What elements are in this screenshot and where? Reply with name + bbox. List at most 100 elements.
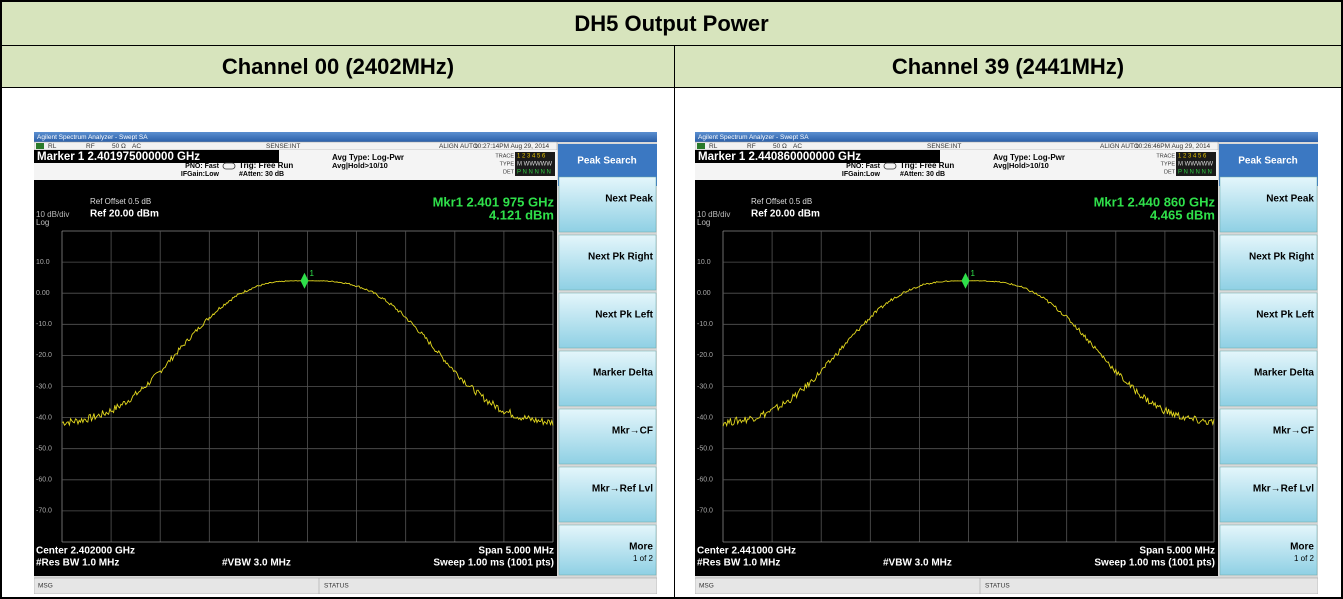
marker-level: 4.465 dBm [1150, 207, 1215, 222]
analyzer-screen: Agilent Spectrum Analyzer - Swept SA RL RF… [695, 132, 1318, 594]
center: Center 2.441000 GHz [697, 546, 796, 557]
y-label: 10.0 [36, 259, 50, 266]
y-label: -70.0 [697, 508, 713, 515]
softkey-label: Mkr→CF [1273, 426, 1314, 437]
ifgain: IFGain:Low [842, 171, 881, 178]
y-label: -30.0 [36, 383, 52, 390]
column-header: Channel 39 (2441MHz) [675, 46, 1341, 87]
status-text: 10:26:46PM Aug 29, 2014 [1135, 143, 1211, 150]
trig: Trig: Free Run [239, 161, 293, 170]
softkey-label: Next Pk Left [1256, 310, 1314, 321]
ref-offset: Ref Offset 0.5 dB [90, 197, 151, 206]
trace-values: P N N N N N [517, 170, 551, 176]
y-label: -50.0 [36, 446, 52, 453]
atten: #Atten: 30 dB [239, 171, 284, 178]
status-text: ALIGN AUTO [1100, 143, 1139, 150]
table-title: DH5 Output Power [2, 2, 1341, 46]
marker-number: 1 [971, 269, 976, 278]
rl-icon [697, 143, 705, 149]
y-label: -20.0 [36, 352, 52, 359]
status-text: SENSE:INT [266, 143, 300, 150]
trace-label: TRACE [495, 153, 514, 159]
column-header: Channel 00 (2402MHz) [2, 46, 674, 87]
status-text: RF [747, 143, 756, 150]
y-label: -20.0 [697, 352, 713, 359]
status: STATUS [324, 583, 349, 590]
log: Log [697, 218, 710, 227]
app-title: Agilent Spectrum Analyzer - Swept SA [37, 134, 148, 141]
y-label: -60.0 [36, 477, 52, 484]
msg: MSG [699, 583, 714, 590]
softkey-label: Next Pk Right [588, 252, 654, 263]
page: DH5 Output Power Channel 00 (2402MHz) Ch… [0, 0, 1343, 599]
plot-bg [34, 180, 557, 576]
marker-level: 4.121 dBm [489, 207, 554, 222]
y-label: -10.0 [36, 321, 52, 328]
y-label: -40.0 [36, 414, 52, 421]
sweep: Sweep 1.00 ms (1001 pts) [433, 558, 554, 569]
trig: Trig: Free Run [900, 161, 954, 170]
ref-level: Ref 20.00 dBm [90, 209, 159, 220]
status-text: RL [709, 143, 718, 150]
softkey-label: Next Peak [605, 194, 653, 205]
softkey-title: Peak Search [577, 156, 637, 167]
res-bw: #Res BW 1.0 MHz [36, 558, 119, 569]
softkey-label: More [1290, 542, 1314, 553]
softkey-label: Next Pk Right [1249, 252, 1315, 263]
softkey-label: Next Pk Left [595, 310, 653, 321]
y-label: 0.00 [697, 290, 711, 297]
y-label: 10.0 [697, 259, 711, 266]
status: STATUS [985, 583, 1010, 590]
avg-hold: Avg|Hold>10/10 [993, 161, 1049, 170]
vbw: #VBW 3.0 MHz [883, 558, 952, 569]
msg: MSG [38, 583, 53, 590]
trace-label: TYPE [500, 161, 515, 167]
center: Center 2.402000 GHz [36, 546, 135, 557]
vbw: #VBW 3.0 MHz [222, 558, 291, 569]
log: Log [36, 218, 49, 227]
y-label: -40.0 [697, 414, 713, 421]
softkey-page: 1 of 2 [1294, 554, 1315, 563]
trace-label: DET [1164, 169, 1176, 175]
status-text: 50 Ω [773, 143, 787, 150]
status-text: 10:27:14PM Aug 29, 2014 [474, 143, 550, 150]
softkey-page: 1 of 2 [633, 554, 654, 563]
y-label: -60.0 [697, 477, 713, 484]
span: Span 5.000 MHz [478, 546, 554, 557]
softkey-label: Mkr→Ref Lvl [1253, 484, 1314, 495]
y-label: -30.0 [697, 383, 713, 390]
status-text: AC [132, 143, 141, 150]
marker-readout: Marker 1 2.440860000000 GHz [698, 151, 861, 163]
trace-values: P N N N N N [1178, 170, 1212, 176]
softkey-label: Mkr→Ref Lvl [592, 484, 653, 495]
y-label: -70.0 [36, 508, 52, 515]
span: Span 5.000 MHz [1139, 546, 1215, 557]
atten: #Atten: 30 dB [900, 171, 945, 178]
app-title: Agilent Spectrum Analyzer - Swept SA [698, 134, 809, 141]
y-label: -10.0 [697, 321, 713, 328]
pno: PNO: Fast [185, 163, 220, 170]
trace-label: TRACE [1156, 153, 1175, 159]
trace-values: M WWWWW [517, 162, 552, 168]
marker-readout: Marker 1 2.401975000000 GHz [37, 151, 200, 163]
status-text: SENSE:INT [927, 143, 961, 150]
trace-label: TYPE [1161, 161, 1176, 167]
y-label: -50.0 [697, 446, 713, 453]
y-label: 0.00 [36, 290, 50, 297]
softkey-label: Next Peak [1266, 194, 1314, 205]
rl-icon [36, 143, 44, 149]
avg-hold: Avg|Hold>10/10 [332, 161, 388, 170]
ref-level: Ref 20.00 dBm [751, 209, 820, 220]
softkey-label: Mkr→CF [612, 426, 653, 437]
trace-values: 1 2 3 4 5 6 [1178, 154, 1207, 160]
softkey-label: More [629, 542, 653, 553]
sweep: Sweep 1.00 ms (1001 pts) [1094, 558, 1215, 569]
softkey-label: Marker Delta [1254, 368, 1314, 379]
status-text: AC [793, 143, 802, 150]
ifgain: IFGain:Low [181, 171, 220, 178]
ref-offset: Ref Offset 0.5 dB [751, 197, 812, 206]
softkey-label: Marker Delta [593, 368, 653, 379]
trace-values: 1 2 3 4 5 6 [517, 154, 546, 160]
res-bw: #Res BW 1.0 MHz [697, 558, 780, 569]
